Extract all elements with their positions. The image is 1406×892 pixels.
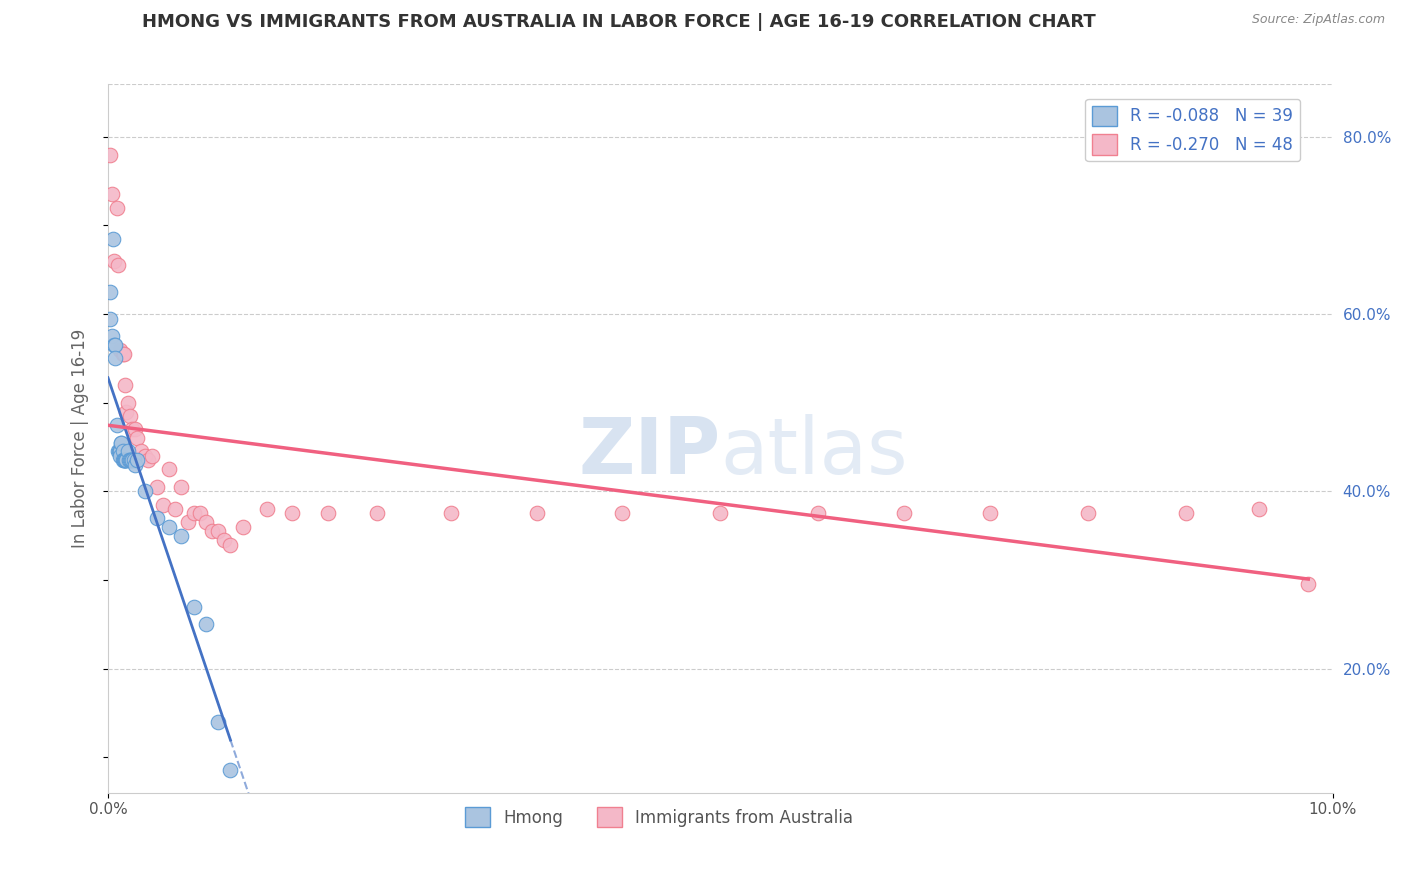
Text: HMONG VS IMMIGRANTS FROM AUSTRALIA IN LABOR FORCE | AGE 16-19 CORRELATION CHART: HMONG VS IMMIGRANTS FROM AUSTRALIA IN LA… (142, 13, 1095, 31)
Point (152, 498, 174, 512)
Point (117, 444, 139, 458)
Point (1174, 507, 1197, 521)
Point (124, 458, 146, 472)
Point (134, 449, 156, 463)
Text: atlas: atlas (720, 415, 908, 491)
Point (124, 422, 146, 436)
Point (105, 201, 128, 215)
Point (114, 378, 136, 392)
Point (127, 431, 149, 445)
Point (146, 511, 169, 525)
Point (114, 453, 136, 467)
Point (103, 254, 125, 268)
Point (207, 714, 229, 729)
Point (1077, 507, 1099, 521)
Point (709, 507, 731, 521)
Point (107, 444, 129, 458)
Point (176, 516, 198, 530)
Point (122, 453, 145, 467)
Point (318, 507, 340, 521)
Point (207, 524, 229, 539)
Point (141, 449, 163, 463)
Point (214, 533, 236, 547)
Point (194, 516, 217, 530)
Point (170, 480, 193, 494)
Point (612, 507, 634, 521)
Point (110, 343, 132, 357)
Point (112, 347, 135, 361)
Point (232, 520, 254, 534)
Point (105, 417, 128, 432)
Point (115, 404, 138, 418)
Point (114, 453, 136, 467)
Point (440, 507, 463, 521)
Point (100, 285, 122, 299)
Point (366, 507, 388, 521)
Point (110, 449, 132, 463)
Point (165, 502, 187, 516)
Point (104, 338, 127, 352)
Point (129, 444, 152, 458)
Point (115, 453, 138, 467)
Point (121, 422, 143, 436)
Point (807, 507, 830, 521)
Point (100, 329, 122, 343)
Point (118, 409, 141, 423)
Point (120, 453, 142, 467)
Point (138, 453, 160, 467)
Point (526, 507, 548, 521)
Point (170, 529, 193, 543)
Point (107, 258, 129, 272)
Point (111, 347, 134, 361)
Point (108, 444, 131, 458)
Point (117, 395, 139, 409)
Point (127, 453, 149, 467)
Point (183, 599, 205, 614)
Point (219, 537, 242, 551)
Point (157, 462, 180, 476)
Point (118, 453, 141, 467)
Point (280, 507, 302, 521)
Point (103, 338, 125, 352)
Point (110, 444, 132, 458)
Text: ZIP: ZIP (578, 415, 720, 491)
Point (256, 502, 278, 516)
Point (121, 453, 143, 467)
Legend: Hmong, Immigrants from Australia: Hmong, Immigrants from Australia (458, 800, 859, 834)
Point (157, 520, 180, 534)
Point (134, 484, 156, 499)
Point (100, 311, 122, 326)
Point (188, 507, 211, 521)
Point (979, 507, 1001, 521)
Point (104, 351, 127, 366)
Point (112, 453, 135, 467)
Y-axis label: In Labor Force | Age 16-19: In Labor Force | Age 16-19 (72, 328, 89, 548)
Point (110, 444, 132, 458)
Point (110, 435, 132, 450)
Point (201, 524, 224, 539)
Text: Source: ZipAtlas.com: Source: ZipAtlas.com (1251, 13, 1385, 27)
Point (115, 453, 138, 467)
Point (100, 147, 122, 161)
Point (118, 453, 141, 467)
Point (893, 507, 915, 521)
Point (219, 764, 242, 778)
Point (183, 507, 205, 521)
Point (110, 435, 132, 450)
Point (194, 617, 217, 632)
Point (111, 453, 134, 467)
Point (112, 453, 135, 467)
Point (101, 232, 124, 246)
Point (146, 480, 169, 494)
Point (111, 444, 134, 458)
Point (1296, 577, 1319, 591)
Point (1249, 502, 1271, 516)
Point (100, 187, 122, 202)
